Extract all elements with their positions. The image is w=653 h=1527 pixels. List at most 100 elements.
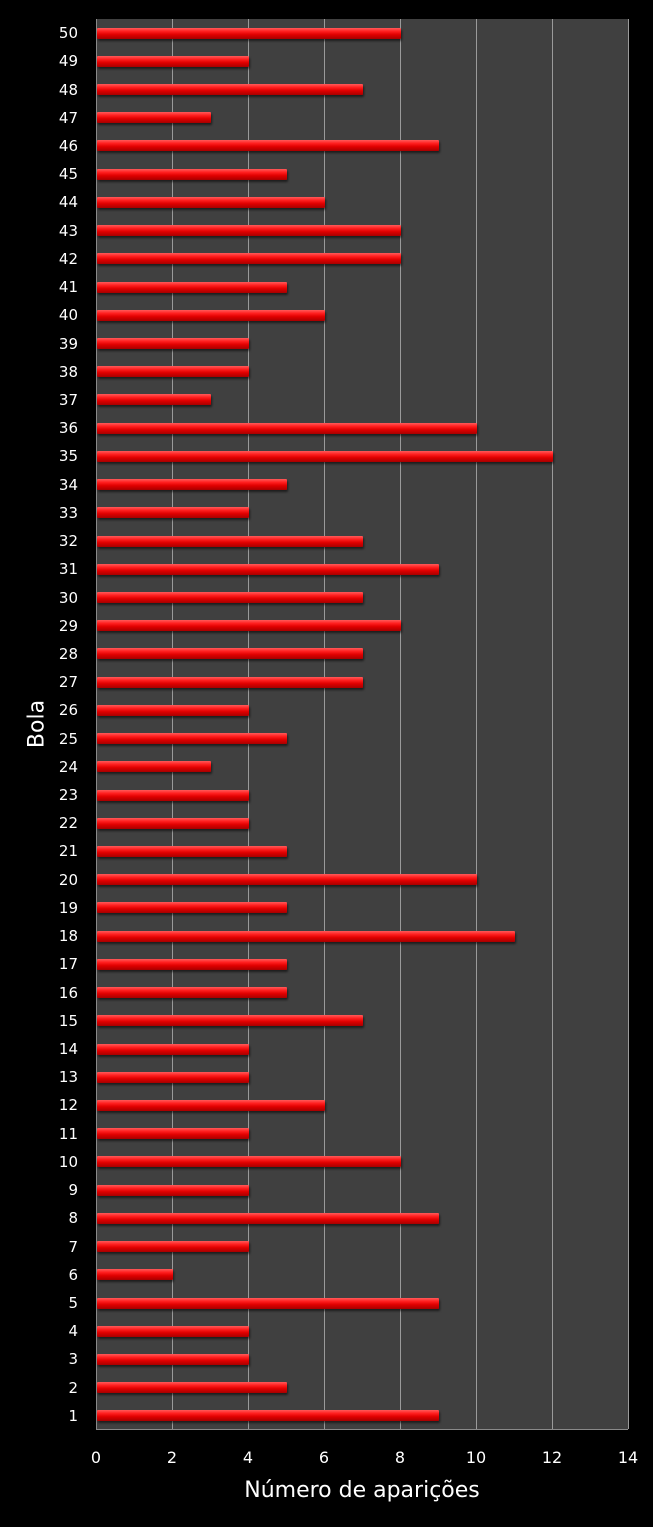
bar bbox=[97, 1099, 325, 1111]
bar bbox=[97, 535, 363, 547]
y-tick-label: 50 bbox=[58, 24, 78, 43]
y-tick-label: 15 bbox=[58, 1011, 78, 1030]
gridline bbox=[248, 19, 249, 1429]
bar bbox=[97, 253, 401, 265]
bar bbox=[97, 450, 553, 462]
y-tick-label: 20 bbox=[58, 870, 78, 889]
bar bbox=[97, 1410, 439, 1422]
y-tick-label: 19 bbox=[58, 898, 78, 917]
y-tick-label: 6 bbox=[68, 1265, 78, 1284]
y-tick-label: 3 bbox=[68, 1350, 78, 1369]
bar bbox=[97, 84, 363, 96]
y-tick-label: 14 bbox=[58, 1040, 78, 1059]
y-tick-label: 24 bbox=[58, 757, 78, 776]
bar bbox=[97, 309, 325, 321]
bar bbox=[97, 789, 249, 801]
bar bbox=[97, 845, 287, 857]
bar bbox=[97, 1071, 249, 1083]
bar bbox=[97, 196, 325, 208]
y-tick-label: 21 bbox=[58, 842, 78, 861]
bar bbox=[97, 479, 287, 491]
bar bbox=[97, 507, 249, 519]
bar bbox=[97, 1184, 249, 1196]
x-tick-label: 12 bbox=[541, 1448, 563, 1467]
bar bbox=[97, 422, 477, 434]
y-tick-label: 45 bbox=[58, 165, 78, 184]
y-tick-label: 35 bbox=[58, 447, 78, 466]
bar bbox=[97, 930, 515, 942]
x-tick-label: 14 bbox=[617, 1448, 639, 1467]
y-tick-label: 44 bbox=[58, 193, 78, 212]
bar bbox=[97, 733, 287, 745]
y-tick-label: 4 bbox=[68, 1322, 78, 1341]
x-tick-label: 6 bbox=[318, 1448, 330, 1467]
y-tick-label: 34 bbox=[58, 475, 78, 494]
y-tick-label: 13 bbox=[58, 1068, 78, 1087]
y-tick-label: 31 bbox=[58, 560, 78, 579]
y-tick-label: 7 bbox=[68, 1237, 78, 1256]
bar bbox=[97, 987, 287, 999]
x-tick-label: 2 bbox=[166, 1448, 178, 1467]
y-tick-label: 37 bbox=[58, 390, 78, 409]
y-tick-label: 16 bbox=[58, 983, 78, 1002]
y-tick-label: 11 bbox=[58, 1124, 78, 1143]
bar bbox=[97, 225, 401, 237]
bar bbox=[97, 704, 249, 716]
x-tick-label: 10 bbox=[465, 1448, 487, 1467]
bar bbox=[97, 112, 211, 124]
bar bbox=[97, 1212, 439, 1224]
bar bbox=[97, 1297, 439, 1309]
y-tick-label: 43 bbox=[58, 221, 78, 240]
bar bbox=[97, 958, 287, 970]
y-tick-label: 47 bbox=[58, 108, 78, 127]
gridline bbox=[172, 19, 173, 1429]
bar bbox=[97, 366, 249, 378]
bar bbox=[97, 55, 249, 67]
y-tick-label: 27 bbox=[58, 673, 78, 692]
y-tick-label: 12 bbox=[58, 1096, 78, 1115]
bar bbox=[97, 1325, 249, 1337]
bar bbox=[97, 1353, 249, 1365]
bar bbox=[97, 648, 363, 660]
bar bbox=[97, 168, 287, 180]
x-tick-label: 4 bbox=[242, 1448, 254, 1467]
y-tick-label: 42 bbox=[58, 249, 78, 268]
bar bbox=[97, 338, 249, 350]
y-tick-label: 46 bbox=[58, 136, 78, 155]
bar bbox=[97, 592, 363, 603]
x-tick-label: 8 bbox=[394, 1448, 406, 1467]
y-tick-label: 32 bbox=[58, 532, 78, 551]
y-tick-label: 23 bbox=[58, 786, 78, 805]
y-tick-label: 17 bbox=[58, 955, 78, 974]
bar bbox=[97, 140, 439, 152]
y-tick-label: 38 bbox=[58, 362, 78, 381]
bar bbox=[97, 1043, 249, 1055]
y-tick-label: 22 bbox=[58, 814, 78, 833]
y-tick-label: 29 bbox=[58, 616, 78, 635]
gridline bbox=[324, 19, 325, 1429]
gridline bbox=[628, 19, 629, 1429]
y-tick-label: 2 bbox=[68, 1378, 78, 1397]
bar bbox=[97, 761, 211, 773]
y-tick-label: 36 bbox=[58, 419, 78, 438]
y-tick-label: 18 bbox=[58, 927, 78, 946]
y-tick-label: 39 bbox=[58, 334, 78, 353]
bar bbox=[97, 1128, 249, 1140]
y-tick-label: 10 bbox=[58, 1152, 78, 1171]
y-tick-label: 28 bbox=[58, 644, 78, 663]
y-tick-label: 33 bbox=[58, 503, 78, 522]
y-tick-label: 41 bbox=[58, 278, 78, 297]
bar bbox=[97, 27, 401, 39]
bar bbox=[97, 1382, 287, 1394]
y-tick-label: 8 bbox=[68, 1209, 78, 1228]
y-tick-label: 48 bbox=[58, 80, 78, 99]
plot-area bbox=[96, 19, 629, 1430]
bar bbox=[97, 1269, 173, 1281]
bar bbox=[97, 1241, 249, 1253]
bar bbox=[97, 676, 363, 688]
x-tick-label: 0 bbox=[90, 1448, 102, 1467]
bar bbox=[97, 1156, 401, 1168]
bar bbox=[97, 563, 439, 575]
y-tick-label: 1 bbox=[68, 1406, 78, 1425]
bar bbox=[97, 874, 477, 886]
